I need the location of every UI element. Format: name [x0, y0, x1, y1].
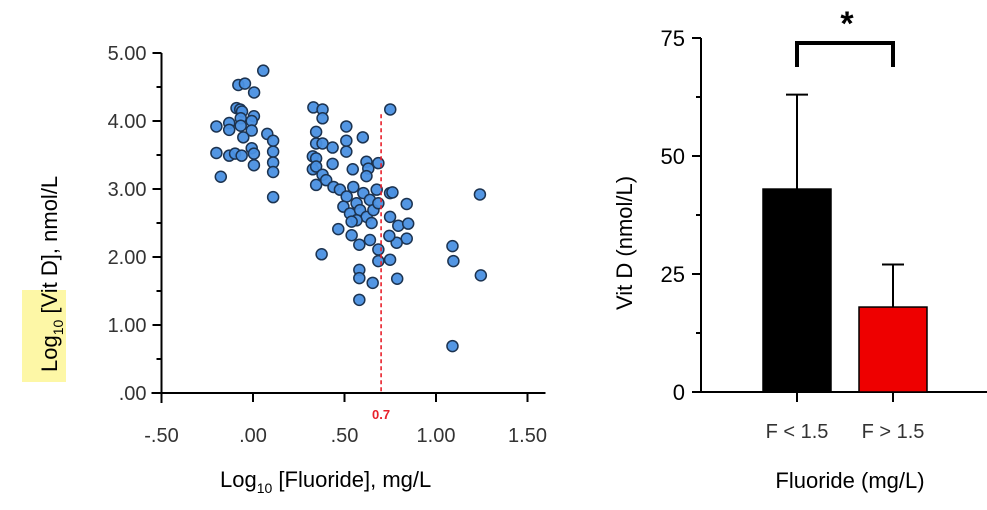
y-tick-label: 4.00 [108, 111, 147, 133]
data-point [326, 141, 339, 154]
data-point [266, 190, 280, 204]
data-point [247, 86, 261, 99]
scatter-x-axis-label: Log10 [Fluoride], mg/L [220, 467, 431, 496]
data-point [309, 125, 323, 139]
data-point [340, 190, 353, 203]
bar [858, 306, 928, 393]
data-point [266, 165, 280, 179]
data-point [383, 253, 397, 266]
y-tick-label: 2.00 [108, 247, 147, 269]
y-tick-label: .00 [119, 383, 147, 405]
bar-y-axis-label: Vit D (nmol/L) [612, 176, 637, 310]
xlabel-sub: 10 [257, 480, 273, 496]
data-point [370, 183, 383, 196]
data-point [326, 157, 339, 171]
x-tick-label: -.50 [144, 425, 178, 447]
data-point [401, 217, 415, 230]
x-tick-label: 1.00 [417, 425, 456, 447]
data-point [383, 210, 397, 224]
y-tick-label: 3.00 [108, 179, 147, 201]
bar-y-tick-label: 50 [661, 144, 685, 169]
data-point [234, 119, 247, 133]
bar-y-tick-label: 75 [661, 26, 685, 51]
data-point [256, 64, 270, 77]
data-point [447, 254, 460, 268]
data-point [446, 239, 459, 253]
data-point [266, 134, 280, 147]
bar-category-label: F < 1.5 [766, 421, 829, 443]
data-point [238, 77, 252, 90]
data-point [353, 293, 366, 307]
data-point [400, 197, 413, 211]
data-point [266, 145, 280, 158]
data-point [446, 339, 459, 353]
data-point [345, 215, 358, 228]
data-point [372, 254, 385, 268]
x-tick-label: .50 [331, 425, 359, 447]
data-point [346, 163, 359, 176]
data-point [356, 131, 370, 144]
data-point [392, 219, 405, 232]
data-point [353, 238, 366, 252]
scatter-plot: Log10 [Vit D], nmol/L Log10 [Fluoride], … [22, 43, 547, 496]
data-point [235, 149, 248, 162]
significance-star: * [840, 5, 854, 43]
data-point [473, 188, 487, 201]
data-point [340, 120, 353, 133]
data-point [214, 170, 228, 184]
data-point [315, 248, 328, 261]
data-point [474, 269, 488, 282]
ylabel-main: Log [37, 335, 62, 372]
data-point [372, 197, 385, 210]
bar-x-axis-label: Fluoride (mg/L) [775, 468, 924, 493]
data-point [386, 186, 399, 199]
data-point [383, 229, 396, 243]
data-point [237, 131, 250, 144]
data-point [210, 120, 223, 133]
x-tick-label: 1.50 [508, 425, 547, 447]
bar-y-tick-label: 25 [661, 262, 685, 287]
data-point [372, 156, 385, 170]
data-point [366, 276, 379, 290]
data-point [309, 160, 323, 173]
data-point [360, 169, 373, 183]
bar-chart: Vit D (nmol/L) Fluoride (mg/L) 0 25 50 75 F… [612, 5, 987, 493]
y-tick-label: 5.00 [108, 43, 147, 65]
reference-line-label: 0.7 [372, 407, 390, 422]
significance-bracket [795, 41, 895, 67]
scatter-y-axis-label: Log10 [Vit D], nmol/L [37, 176, 66, 372]
data-point [222, 123, 236, 137]
data-point [384, 103, 397, 116]
data-point [332, 222, 345, 236]
data-point [245, 124, 258, 137]
ylabel-sub: 10 [50, 319, 66, 335]
data-point [247, 147, 261, 160]
ylabel-rest: [Vit D], nmol/L [37, 176, 62, 320]
data-point [210, 146, 223, 160]
bar [762, 188, 832, 393]
data-point [340, 145, 353, 158]
data-point [309, 178, 323, 192]
data-point [347, 180, 360, 194]
data-point [372, 243, 385, 256]
data-point [345, 228, 358, 242]
bar-y-tick-label: 0 [673, 380, 685, 405]
data-point [363, 233, 377, 247]
y-tick-label: 1.00 [108, 315, 147, 337]
bar-category-label: F > 1.5 [862, 421, 925, 443]
data-point [353, 271, 366, 285]
x-tick-label: .00 [239, 425, 267, 447]
xlabel-rest: [Fluoride], mg/L [272, 467, 431, 492]
data-point [365, 216, 378, 230]
data-point [340, 134, 353, 147]
data-point [316, 112, 329, 125]
ylabel-highlight [22, 290, 66, 382]
data-point [247, 158, 261, 172]
xlabel-main: Log [220, 467, 257, 492]
data-point [390, 272, 404, 286]
